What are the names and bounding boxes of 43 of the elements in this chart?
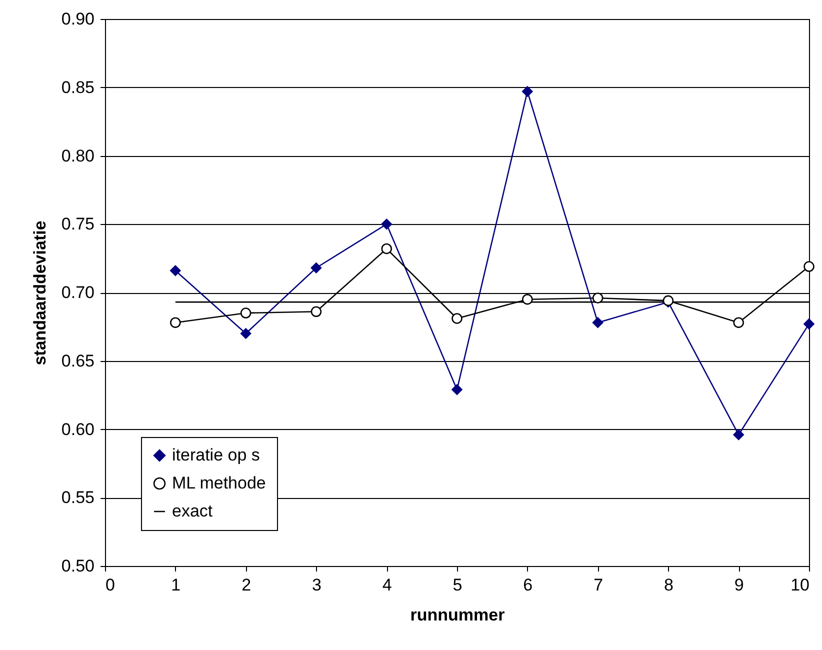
x-tick-label: 1 [171, 576, 181, 594]
point [170, 265, 181, 276]
y-tick-label: 0.75 [61, 214, 94, 234]
x-tick-label: 6 [523, 576, 533, 594]
x-axis-title: runnummer [410, 606, 506, 624]
point [381, 243, 392, 254]
point [452, 313, 462, 324]
point [240, 308, 252, 318]
y-tick-label: 0.90 [61, 10, 94, 28]
y-tick-label: 0.55 [61, 488, 94, 508]
y-tick-label: 0.70 [61, 283, 94, 302]
legend-label: iteratie op s [172, 446, 260, 464]
y-tick-label: 0.85 [61, 78, 94, 97]
point [240, 328, 252, 339]
point [804, 318, 814, 330]
y-tick-label: 0.50 [61, 556, 94, 576]
point [592, 292, 604, 304]
x-tick-label: 0 [106, 576, 115, 594]
point [310, 306, 322, 318]
y-tick-label: 0.65 [61, 351, 94, 370]
legend-label: exact [172, 502, 213, 520]
point [170, 317, 181, 328]
legend-label: ML methode [172, 474, 266, 492]
point [522, 86, 533, 97]
y-tick-label: 0.80 [61, 146, 94, 166]
point [452, 384, 462, 395]
point [804, 261, 814, 272]
x-tick-label: 4 [382, 576, 392, 594]
point [381, 218, 392, 230]
x-tick-label: 5 [452, 576, 462, 594]
x-tick-label: 7 [594, 576, 604, 594]
point [592, 317, 604, 328]
point [733, 317, 744, 328]
y-axis-title: standaarddeviatie [30, 220, 50, 366]
point [733, 429, 744, 440]
x-tick-label: 3 [312, 576, 322, 594]
x-tick-label: 9 [734, 576, 744, 594]
x-tick-label: 2 [242, 576, 252, 594]
x-tick-label: 10 [790, 576, 810, 594]
point [522, 294, 533, 305]
y-tick-label: 0.60 [61, 420, 94, 439]
x-tick-label: 8 [664, 576, 674, 594]
point [310, 262, 322, 274]
